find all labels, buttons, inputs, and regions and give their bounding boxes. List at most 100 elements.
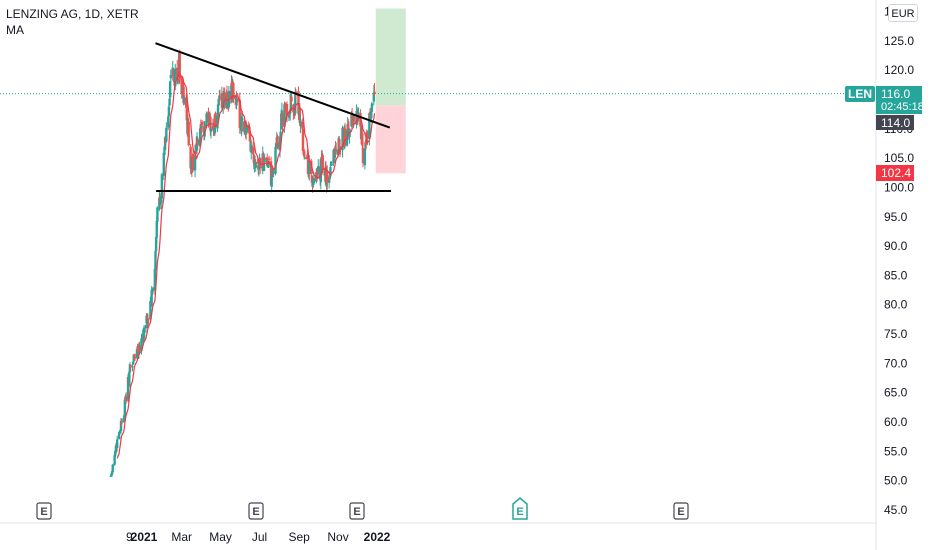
candle-body [218, 95, 221, 97]
candle-body [189, 146, 192, 169]
candle-body [364, 141, 367, 147]
candle-body [262, 155, 265, 169]
candle-body [187, 121, 190, 146]
moving-average-line [116, 71, 376, 459]
candle-body [198, 128, 202, 141]
currency-button[interactable]: EUR [888, 4, 918, 22]
candle-body [283, 104, 286, 127]
candle-body [283, 102, 287, 109]
candle-body [364, 139, 368, 145]
candle-body [165, 127, 168, 142]
stop-tag [876, 165, 914, 181]
candle-body [372, 92, 376, 102]
svg-text:E: E [677, 506, 684, 518]
descending-trendline[interactable] [155, 42, 391, 129]
candle-body [245, 125, 248, 133]
stop-zone[interactable] [375, 105, 406, 174]
candle-body [147, 318, 150, 320]
position-zones [375, 8, 406, 174]
candle-body [306, 159, 310, 174]
candle-body [223, 92, 226, 106]
candle-body [281, 112, 284, 127]
candle-body [115, 439, 119, 448]
candle-body [132, 354, 135, 362]
candle-body [205, 113, 208, 126]
price-tick-label: 50.0 [884, 474, 908, 488]
svg-text:E: E [40, 506, 47, 518]
candle-body [182, 86, 185, 104]
earnings-event-icon[interactable]: E [673, 502, 689, 520]
candle-body [149, 301, 152, 319]
candle-body [153, 269, 157, 291]
price-axis[interactable]: 45.0 50.0 55.0 60.0 65.0 70.0 75.0 80.0 85.0 90.0… [884, 4, 914, 517]
earnings-event-icon[interactable]: E [349, 502, 365, 520]
candle-body [144, 325, 148, 329]
candle-body [211, 125, 215, 131]
candle-body [146, 318, 150, 324]
candle-body [307, 172, 310, 176]
candle-body [280, 110, 284, 114]
candle-body [329, 167, 332, 177]
price-tick-label: 75.0 [884, 327, 908, 341]
price-tick-label: 45.0 [884, 503, 908, 517]
time-tick-label: Mar [171, 530, 192, 544]
breakout-tag [876, 115, 914, 130]
price-tick-label: 70.0 [884, 356, 908, 370]
candle-body [225, 92, 229, 98]
candle-body [336, 150, 340, 156]
candle-body [184, 97, 188, 108]
candle-body [327, 177, 331, 183]
earnings-event-icon[interactable]: E [36, 502, 52, 520]
ticker-label: LEN [848, 87, 872, 101]
candle-body [303, 158, 307, 160]
indicator-label[interactable]: MA [6, 23, 24, 37]
candle-body [280, 113, 283, 130]
candle-body [110, 473, 113, 477]
candle-body [334, 149, 338, 153]
price-tick-label: 125.0 [884, 34, 914, 48]
candle-body [119, 420, 123, 432]
candle-body [359, 125, 363, 140]
candle-body [124, 396, 128, 402]
candle-body [178, 53, 181, 79]
svg-text:E: E [516, 506, 523, 518]
candle-body [216, 104, 220, 119]
candle-body [118, 431, 121, 434]
candle-body [123, 399, 127, 418]
symbol-title[interactable]: LENZING AG, 1D, XETR [6, 7, 139, 21]
earnings-event-icon[interactable]: E [248, 502, 264, 520]
candle-body [316, 173, 319, 175]
candle-body [257, 164, 261, 171]
candle-body [120, 422, 123, 424]
candle-body [321, 155, 324, 170]
candle-body [218, 96, 222, 98]
candle-body [329, 165, 333, 167]
candle-body [350, 115, 353, 127]
price-tick-label: 90.0 [884, 239, 908, 253]
stop-value: 102.4 [881, 166, 911, 180]
candle-body [370, 103, 374, 112]
candle-body [214, 112, 217, 127]
candle-body [319, 159, 323, 183]
candle-body [270, 174, 273, 187]
candle-body [238, 99, 241, 129]
candle-body [131, 361, 135, 365]
candle-body [133, 354, 136, 357]
candle-body [240, 117, 243, 132]
candle-body [133, 357, 137, 359]
target-zone[interactable] [375, 8, 406, 106]
candle-body [368, 112, 372, 117]
earnings-event-icon[interactable]: E [512, 497, 528, 520]
time-tick-label: 2022 [364, 530, 391, 544]
candle-body [333, 149, 337, 158]
candle-body [154, 250, 157, 271]
candle-body [301, 128, 305, 151]
time-tick-label: Jul [252, 530, 267, 544]
candle-body [185, 104, 188, 121]
candle-body [262, 164, 266, 171]
time-tick-label: 9 [126, 530, 133, 544]
candle-body [299, 120, 302, 127]
candle-body [288, 113, 291, 116]
